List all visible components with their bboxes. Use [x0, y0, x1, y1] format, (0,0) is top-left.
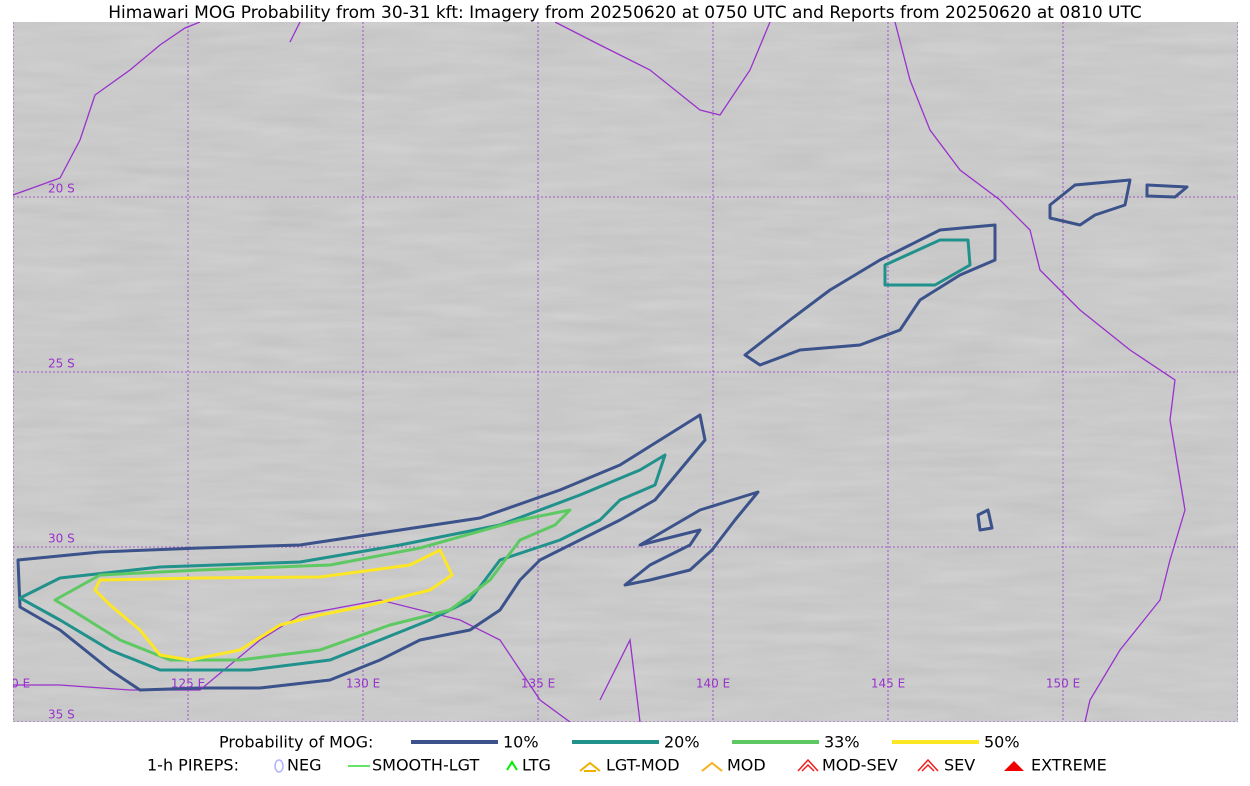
- pirep-icon: [1004, 761, 1024, 771]
- legend-label: 33%: [824, 733, 860, 752]
- coastline: [289, 22, 301, 43]
- contour-10: [1145, 183, 1189, 199]
- contour-20: [18, 453, 667, 672]
- lon-label: 150 E: [1046, 677, 1080, 691]
- lat-label: 25 S: [48, 357, 75, 371]
- pirep-icon: [274, 759, 284, 773]
- lon-label: 130 E: [346, 677, 380, 691]
- contour-10: [1048, 178, 1132, 227]
- graticule-labels: 120 E 125 E 130 E 135 E 140 E 145 E 150 E 20 S 2…: [0, 182, 1080, 722]
- legend-label: SMOOTH-LGT: [372, 756, 479, 775]
- coastline: [599, 637, 641, 722]
- contour-20: [883, 238, 972, 287]
- lat-label: 30 S: [48, 532, 75, 546]
- coastline: [554, 22, 771, 116]
- contour-10: [743, 223, 997, 367]
- pirep-icon: [917, 758, 939, 772]
- legend-label: LGT-MOD: [606, 756, 680, 775]
- title: Himawari MOG Probability from 30-31 kft:…: [108, 3, 1142, 23]
- contours: [16, 178, 1189, 692]
- legend-title: 1-h PIREPS:: [147, 756, 239, 775]
- legend-label: EXTREME: [1031, 756, 1107, 775]
- legend-label: 20%: [664, 733, 700, 752]
- contour-10: [623, 490, 760, 587]
- legend-label: LTG: [522, 756, 551, 775]
- map: 120 E 125 E 130 E 135 E 140 E 145 E 150 E 20 S 2…: [0, 22, 1238, 722]
- pirep-icon: [701, 761, 723, 772]
- coastline: [13, 599, 571, 722]
- lon-label: 135 E: [521, 677, 555, 691]
- legend-label: MOD-SEV: [822, 756, 898, 775]
- lon-label: 145 E: [871, 677, 905, 691]
- legend-label: 10%: [503, 733, 539, 752]
- lat-label: 35 S: [48, 708, 75, 722]
- graticule: [13, 22, 1238, 722]
- lon-label: 120 E: [0, 677, 30, 691]
- contour-50: [93, 548, 454, 662]
- legend: Probability of MOG: 10% 20% 33% 50% 1-h PIREP…: [147, 733, 1107, 775]
- legend-label: MOD: [727, 756, 766, 775]
- lon-label: 140 E: [696, 677, 730, 691]
- contour-10: [16, 413, 707, 692]
- legend-label: SEV: [944, 756, 975, 775]
- coastlines: [13, 22, 1186, 722]
- coastline: [13, 22, 201, 196]
- lon-label: 125 E: [171, 677, 205, 691]
- contour-10: [976, 508, 994, 532]
- pirep-icon: [797, 758, 819, 772]
- pirep-icon: [579, 761, 601, 772]
- pirep-icon: [506, 760, 518, 771]
- legend-title: Probability of MOG:: [219, 733, 373, 752]
- legend-label: NEG: [287, 756, 321, 775]
- legend-label: 50%: [984, 733, 1020, 752]
- lat-label: 20 S: [48, 182, 75, 196]
- coastline: [894, 22, 1186, 722]
